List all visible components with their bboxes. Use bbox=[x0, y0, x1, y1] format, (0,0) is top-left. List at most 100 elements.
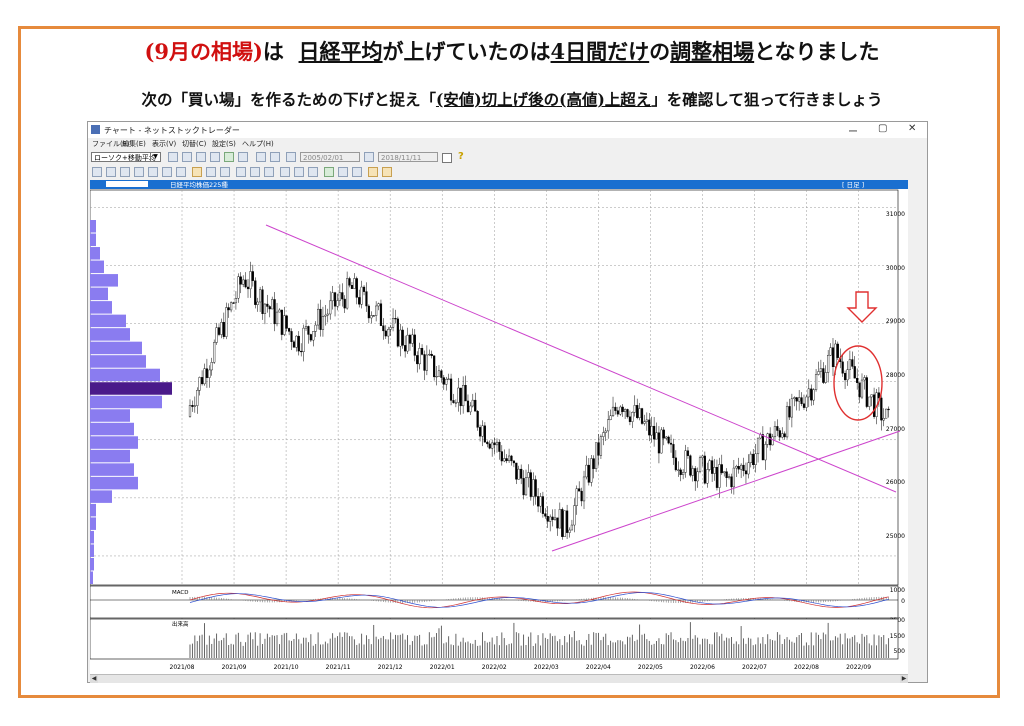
draw-tool-5[interactable] bbox=[148, 167, 158, 177]
candle-body bbox=[343, 298, 346, 309]
draw-tool-19[interactable] bbox=[352, 167, 362, 177]
chart-type-select[interactable]: ローソク+移動平均 ▼ bbox=[91, 152, 161, 162]
candle-body bbox=[350, 285, 354, 289]
subheadline-text-2: 」を確認して狙って行きましょう bbox=[651, 90, 883, 109]
candle-body bbox=[701, 455, 704, 458]
scroll-right-icon[interactable]: ▶ bbox=[900, 675, 908, 683]
macd-pane bbox=[89, 585, 899, 619]
help-icon[interactable]: ? bbox=[458, 151, 464, 162]
candle-body bbox=[628, 416, 632, 422]
candle-body bbox=[278, 309, 281, 313]
draw-tool-3[interactable] bbox=[120, 167, 130, 177]
candle-body bbox=[708, 460, 711, 470]
date-to-input[interactable]: 2018/11/11 bbox=[378, 152, 438, 162]
volume-profile-bar bbox=[90, 490, 112, 503]
calendar-to-icon[interactable] bbox=[364, 152, 374, 162]
horizontal-scrollbar[interactable]: ◀ ▶ bbox=[90, 674, 908, 683]
toolbar-button-7[interactable] bbox=[256, 152, 266, 162]
toolbar-button-6[interactable] bbox=[238, 152, 248, 162]
menu-settings[interactable]: 設定(S) bbox=[212, 140, 236, 148]
candle-body bbox=[229, 302, 233, 311]
menu-switch[interactable]: 切替(C) bbox=[182, 140, 207, 148]
candle-body bbox=[203, 368, 206, 385]
candle-body bbox=[667, 436, 670, 444]
candle-body bbox=[640, 408, 644, 424]
toolbar-button-8[interactable] bbox=[270, 152, 280, 162]
draw-tool-21[interactable] bbox=[382, 167, 392, 177]
volume-profile-bar bbox=[90, 557, 94, 571]
candle-body bbox=[790, 398, 793, 418]
draw-tool-2[interactable] bbox=[106, 167, 116, 177]
time-tick: 2022/07 bbox=[742, 664, 767, 671]
menu-view[interactable]: 表示(V) bbox=[152, 140, 177, 148]
candle-body bbox=[546, 516, 549, 522]
candle-body bbox=[273, 299, 276, 325]
candle-body bbox=[408, 334, 412, 344]
candle-body bbox=[749, 453, 752, 464]
draw-tool-10[interactable] bbox=[220, 167, 230, 177]
candle-body bbox=[756, 437, 760, 455]
candle-body bbox=[474, 399, 477, 412]
calendar-from-icon[interactable] bbox=[286, 152, 296, 162]
toolbar-button-4[interactable] bbox=[210, 152, 220, 162]
toolbar-button-3[interactable] bbox=[196, 152, 206, 162]
candle-body bbox=[486, 441, 489, 445]
pencil-icon[interactable] bbox=[324, 167, 334, 177]
volume-profile-bar bbox=[90, 449, 130, 463]
volume-profile-bar bbox=[90, 301, 112, 314]
volume-label: 出来高 bbox=[172, 620, 189, 628]
candle-body bbox=[338, 292, 341, 301]
candle-body bbox=[242, 279, 245, 285]
draw-tool-18[interactable] bbox=[338, 167, 348, 177]
range-checkbox[interactable] bbox=[442, 153, 452, 163]
toolbar-button-1[interactable] bbox=[168, 152, 178, 162]
candle-body bbox=[802, 403, 806, 408]
time-tick: 2021/09 bbox=[222, 664, 247, 671]
scroll-left-icon[interactable]: ◀ bbox=[90, 675, 98, 683]
chart-header-input[interactable] bbox=[106, 181, 148, 187]
minimize-button[interactable]: ー bbox=[848, 127, 858, 138]
volume-profile-bar bbox=[90, 260, 104, 274]
maximize-button[interactable]: ▢ bbox=[878, 123, 888, 134]
draw-tool-11[interactable] bbox=[236, 167, 246, 177]
candle-body bbox=[399, 329, 402, 347]
candle-body bbox=[590, 458, 593, 483]
date-from-input[interactable]: 2005/02/01 bbox=[300, 152, 360, 162]
draw-tool-12[interactable] bbox=[250, 167, 260, 177]
candle-body bbox=[217, 327, 221, 335]
draw-tool-4[interactable] bbox=[134, 167, 144, 177]
draw-tool-1[interactable] bbox=[92, 167, 102, 177]
draw-tool-13[interactable] bbox=[264, 167, 274, 177]
menu-file[interactable]: ファイル(F) bbox=[92, 140, 130, 148]
up-trendline bbox=[551, 430, 901, 552]
draw-tool-16[interactable] bbox=[308, 167, 318, 177]
candle-body bbox=[200, 377, 204, 385]
toolbar-button-2[interactable] bbox=[182, 152, 192, 162]
stock-chart[interactable]: 日経平均株価225種 [ 日足 ] 28050.73 31000 30000 2… bbox=[89, 180, 908, 674]
draw-tool-6[interactable] bbox=[162, 167, 172, 177]
menu-help[interactable]: ヘルプ(H) bbox=[242, 140, 274, 148]
candle-body bbox=[604, 430, 607, 433]
candle-body bbox=[539, 496, 542, 507]
candle-body bbox=[747, 462, 750, 475]
zoom-icon[interactable] bbox=[280, 167, 290, 177]
volume-profile-bar bbox=[90, 220, 96, 233]
warning-icon[interactable] bbox=[192, 167, 202, 177]
candle-body bbox=[846, 369, 849, 381]
draw-tool-9[interactable] bbox=[206, 167, 216, 177]
draw-tool-7[interactable] bbox=[176, 167, 186, 177]
draw-tool-20[interactable] bbox=[368, 167, 378, 177]
candle-body bbox=[188, 405, 192, 417]
candle-body bbox=[534, 479, 537, 497]
price-tick: 31000 bbox=[886, 211, 905, 218]
time-tick: 2022/09 bbox=[846, 664, 871, 671]
toolbar-button-5[interactable] bbox=[224, 152, 234, 162]
time-tick: 2022/08 bbox=[794, 664, 819, 671]
candle-body bbox=[387, 329, 390, 337]
zoom-out-icon[interactable] bbox=[294, 167, 304, 177]
down-trendline bbox=[265, 224, 897, 493]
close-button[interactable]: ✕ bbox=[908, 123, 917, 134]
chart-area[interactable]: 日経平均株価225種 [ 日足 ] 28050.73 31000 30000 2… bbox=[89, 180, 908, 674]
menu-edit[interactable]: 編集(E) bbox=[122, 140, 146, 148]
volume-profile-bar bbox=[90, 341, 142, 355]
